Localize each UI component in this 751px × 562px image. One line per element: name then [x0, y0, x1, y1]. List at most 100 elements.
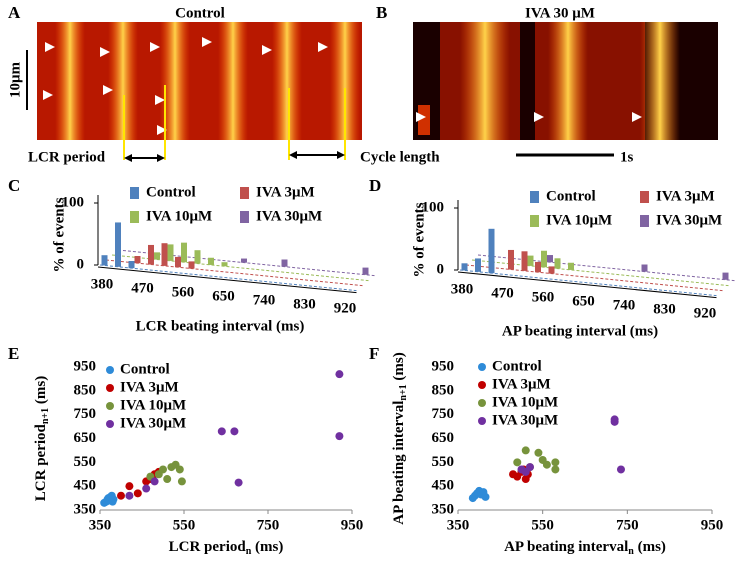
bar	[208, 257, 214, 265]
legend-label: IVA 10μM	[492, 394, 558, 410]
legend-marker	[106, 402, 114, 410]
legend-label: IVA 3μM	[492, 376, 551, 392]
axis-label-text: LCR period	[169, 539, 247, 555]
floor-line	[471, 259, 729, 287]
y-tick-label: 650	[432, 430, 455, 446]
bar	[167, 244, 174, 261]
y-tick-label: 0	[77, 256, 85, 272]
x-tick-label: 350	[89, 517, 112, 533]
axis-label-unit: (ms)	[391, 352, 407, 384]
x-tick-label: 380	[91, 276, 114, 292]
point	[521, 446, 530, 455]
legend-label: IVA 3μM	[256, 184, 315, 200]
axis-label-sub: n	[628, 546, 634, 557]
bar	[488, 228, 495, 274]
bar	[568, 262, 574, 270]
y-tick-label: 850	[74, 382, 97, 398]
x-tick-label: 750	[257, 517, 280, 533]
x-tick-label: 560	[172, 285, 195, 301]
bar	[101, 255, 108, 266]
y-tick-label: 850	[432, 382, 455, 398]
legend-swatch	[640, 191, 649, 203]
x-tick-label: 650	[572, 294, 595, 310]
bar	[722, 272, 729, 280]
bar	[527, 255, 534, 266]
legend-label: IVA 3μM	[120, 379, 179, 395]
bar	[461, 263, 468, 271]
scale-label: 1s	[620, 149, 634, 165]
bar	[548, 266, 555, 274]
bar	[128, 261, 135, 269]
x-tick-label: 950	[341, 517, 364, 533]
axis-label-unit: (ms)	[634, 539, 666, 555]
point	[551, 465, 560, 474]
bar	[194, 250, 201, 264]
point	[234, 478, 243, 487]
floor-line	[477, 254, 735, 282]
x-axis	[97, 266, 357, 294]
legend-label: Control	[146, 184, 196, 200]
point	[217, 427, 226, 436]
legend-swatch	[240, 211, 249, 223]
x-tick-label: 920	[334, 301, 357, 317]
legend-marker	[478, 399, 486, 407]
x-tick-label: 380	[451, 281, 474, 297]
panel-label: C	[8, 176, 20, 195]
axis-label-sub: n+1	[398, 384, 409, 400]
x-tick-label: 750	[616, 517, 639, 533]
legend-label: Control	[546, 188, 596, 204]
point	[150, 477, 159, 486]
point	[230, 427, 239, 436]
point	[177, 477, 186, 486]
point	[335, 432, 344, 441]
bar	[115, 222, 121, 267]
x-tick-label: 650	[212, 289, 235, 305]
y-tick-label: 350	[74, 501, 97, 517]
y-axis-label: % of events	[51, 197, 67, 272]
x-tick-label: 560	[532, 290, 555, 306]
legend-swatch	[530, 191, 539, 203]
x-tick-label: 740	[613, 298, 636, 314]
floor-line	[117, 249, 375, 277]
y-tick-label: 550	[74, 454, 97, 470]
y-tick-label: 450	[432, 478, 455, 494]
bar	[641, 264, 648, 272]
legend-label: Control	[492, 358, 542, 374]
x-tick-label: 550	[173, 517, 196, 533]
x-axis-label: LCR beating interval (ms)	[136, 318, 305, 334]
axis-label: LCR periodn (ms)	[169, 539, 284, 557]
axis-label-text: AP beating interval	[504, 539, 628, 555]
legend-swatch	[130, 187, 139, 199]
y-tick-label: 950	[432, 358, 455, 374]
panel-title: IVA 30 μM	[525, 5, 595, 21]
legend-label: IVA 10μM	[120, 397, 186, 413]
point	[525, 463, 534, 472]
axis-label-unit: (ms)	[33, 376, 49, 408]
legend-label: IVA 30μM	[120, 415, 186, 431]
bar	[181, 242, 187, 263]
bar	[241, 258, 247, 263]
annotation: Cycle length	[360, 149, 440, 165]
point	[125, 491, 134, 500]
legend-label: IVA 10μM	[546, 212, 612, 228]
bar	[535, 261, 541, 273]
legend-swatch	[530, 215, 539, 227]
y-tick-label: 750	[432, 406, 455, 422]
point	[133, 489, 142, 498]
axis-label-text: LCR period	[33, 423, 49, 501]
legend-label: Control	[120, 361, 170, 377]
x-tick-label: 920	[694, 306, 717, 322]
x-tick-label: 350	[447, 517, 470, 533]
legend-marker	[478, 363, 486, 371]
axis-label: AP beating intervaln+1 (ms)	[391, 352, 409, 525]
annotation: LCR period	[28, 149, 106, 165]
point	[542, 460, 551, 469]
point	[534, 448, 543, 457]
floor-line	[459, 269, 717, 297]
image-b	[413, 22, 718, 157]
legend-marker	[478, 381, 486, 389]
legend-marker	[106, 420, 114, 428]
x-tick-label: 950	[701, 517, 724, 533]
panel-title: Control	[175, 5, 225, 21]
legend-label: IVA 30μM	[256, 208, 322, 224]
